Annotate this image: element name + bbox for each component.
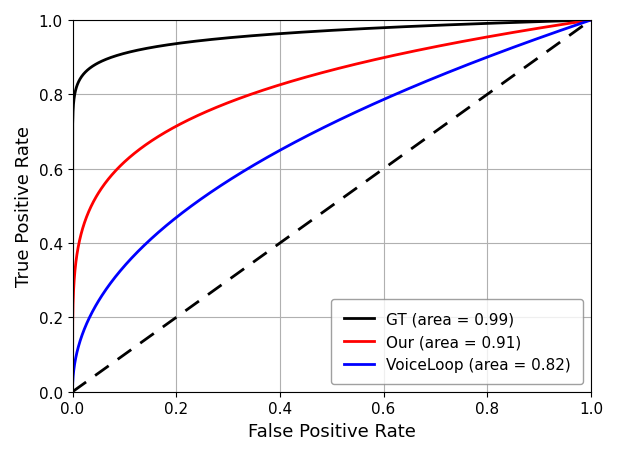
Legend: GT (area = 0.99), Our (area = 0.91), VoiceLoop (area = 0.82): GT (area = 0.99), Our (area = 0.91), Voi… bbox=[331, 300, 583, 384]
Our (area = 0.91) bbox=[76, 238, 83, 243]
VoiceLoop (area = 0.82) bbox=[76, 340, 83, 345]
GT (area = 0.99) bbox=[514, 20, 522, 26]
VoiceLoop (area = 0.82) bbox=[69, 389, 76, 394]
GT (area = 0.99) bbox=[449, 23, 456, 28]
Line: GT (area = 0.99): GT (area = 0.99) bbox=[72, 21, 591, 392]
GT (area = 0.99) bbox=[69, 389, 76, 394]
Our (area = 0.91) bbox=[531, 27, 538, 32]
Our (area = 0.91) bbox=[449, 41, 456, 47]
VoiceLoop (area = 0.82) bbox=[375, 100, 382, 106]
VoiceLoop (area = 0.82) bbox=[514, 44, 522, 50]
Our (area = 0.91) bbox=[375, 57, 382, 62]
Our (area = 0.91) bbox=[69, 389, 76, 394]
VoiceLoop (area = 0.82) bbox=[587, 18, 595, 24]
GT (area = 0.99) bbox=[375, 26, 382, 31]
X-axis label: False Positive Rate: False Positive Rate bbox=[248, 422, 416, 440]
Line: VoiceLoop (area = 0.82): VoiceLoop (area = 0.82) bbox=[72, 21, 591, 392]
Line: Our (area = 0.91): Our (area = 0.91) bbox=[72, 21, 591, 392]
GT (area = 0.99) bbox=[76, 78, 83, 83]
Our (area = 0.91) bbox=[294, 77, 302, 83]
Y-axis label: True Positive Rate: True Positive Rate bbox=[15, 126, 33, 287]
GT (area = 0.99) bbox=[587, 18, 595, 24]
VoiceLoop (area = 0.82) bbox=[531, 38, 538, 43]
GT (area = 0.99) bbox=[531, 20, 538, 25]
VoiceLoop (area = 0.82) bbox=[449, 69, 456, 74]
Our (area = 0.91) bbox=[514, 30, 522, 35]
GT (area = 0.99) bbox=[294, 30, 302, 36]
VoiceLoop (area = 0.82) bbox=[294, 139, 302, 144]
Our (area = 0.91) bbox=[587, 18, 595, 24]
